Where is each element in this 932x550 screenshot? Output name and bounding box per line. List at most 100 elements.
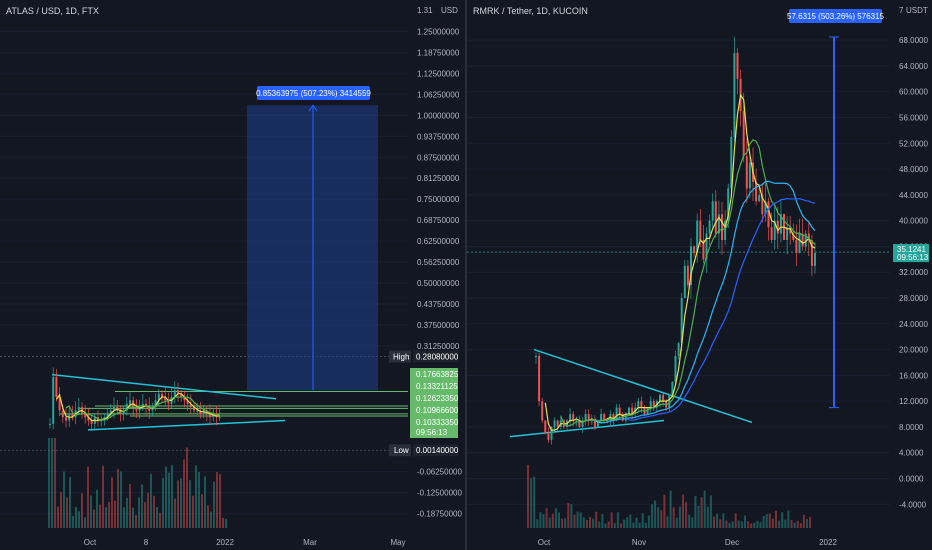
volume-bar bbox=[731, 521, 734, 528]
volume-bar bbox=[793, 522, 796, 528]
candle-body bbox=[193, 407, 195, 411]
volume-bar bbox=[198, 472, 200, 528]
right-chart-svg[interactable]: 57.6315 (503.26%) 576315 68.0000 64.0000 60… bbox=[467, 0, 932, 550]
candle-body bbox=[84, 413, 87, 418]
volume-bar bbox=[69, 477, 71, 528]
price-label: 0.10966600 bbox=[416, 406, 459, 415]
candle-body bbox=[615, 407, 618, 421]
price-label: 0.12623350 bbox=[416, 394, 459, 403]
volume-bar bbox=[694, 496, 697, 528]
left-chart-svg[interactable]: 0.85363975 (507.23%) 3414559 1.31 1.250000… bbox=[0, 0, 465, 550]
volume-bar bbox=[567, 502, 570, 528]
x-tick-label: Oct bbox=[538, 538, 551, 547]
volume-bar bbox=[564, 518, 567, 528]
volume-bar bbox=[90, 495, 92, 528]
volume-bar bbox=[620, 523, 622, 528]
volume-bar bbox=[725, 520, 728, 528]
candle-body bbox=[804, 233, 807, 247]
volume-bar bbox=[585, 520, 588, 528]
y-tick-label: 20.0000 bbox=[899, 346, 928, 355]
currency-label: USD bbox=[441, 6, 458, 15]
pane-divider[interactable] bbox=[465, 0, 467, 550]
candle-body bbox=[674, 356, 677, 382]
volume-bar bbox=[672, 507, 675, 528]
volume-bar bbox=[682, 494, 684, 528]
candle-body bbox=[727, 188, 730, 221]
candle-body bbox=[795, 239, 798, 253]
y-tick-label: 1.18750000 bbox=[417, 48, 460, 57]
y-tick-label: 4.0000 bbox=[899, 449, 924, 458]
candle-body bbox=[637, 401, 640, 408]
volume-bar bbox=[180, 478, 182, 528]
volume-bar bbox=[111, 477, 113, 528]
volume-bar bbox=[207, 505, 209, 528]
x-tick-label: May bbox=[390, 538, 405, 547]
volume-bar bbox=[102, 465, 104, 528]
volume-bar bbox=[144, 502, 146, 528]
y-tick-label: 24.0000 bbox=[899, 320, 928, 329]
volume-bar bbox=[734, 513, 737, 528]
y-tick-label: 1.12500000 bbox=[417, 69, 460, 78]
trendline-lower bbox=[87, 419, 286, 431]
candle-body bbox=[581, 420, 584, 427]
volume-bar bbox=[604, 523, 607, 528]
candle-body bbox=[71, 413, 74, 418]
candle-body bbox=[730, 136, 733, 189]
left-chart-pane[interactable]: ATLAS / USD, 1D, FTX 0.85363975 (507.23%… bbox=[0, 0, 465, 550]
trendline-down bbox=[533, 348, 753, 424]
volume-bar bbox=[669, 490, 672, 528]
volume-bar bbox=[219, 474, 221, 528]
candle-body bbox=[590, 420, 593, 422]
volume-bar bbox=[174, 498, 176, 528]
volume-bar bbox=[150, 473, 152, 528]
y-tick-label: 28.0000 bbox=[899, 294, 928, 303]
y-tick-label: 0.31250000 bbox=[417, 342, 460, 351]
volume-bar bbox=[685, 502, 688, 528]
candle-body bbox=[758, 194, 761, 202]
volume-bar bbox=[638, 522, 641, 528]
volume-bar bbox=[778, 520, 781, 528]
left-symbol-title[interactable]: ATLAS / USD, 1D, FTX bbox=[6, 6, 99, 16]
volume-bar bbox=[135, 515, 137, 528]
candle-body bbox=[584, 414, 587, 421]
volume-bar bbox=[141, 484, 143, 528]
candle-body bbox=[167, 400, 170, 404]
candle-body bbox=[733, 53, 736, 137]
candle-body bbox=[662, 394, 665, 402]
volume-bar bbox=[530, 478, 533, 528]
candle-body bbox=[196, 410, 199, 412]
candle-body bbox=[764, 201, 767, 215]
right-chart-pane[interactable]: RMRK / Tether, 1D, KUCOIN 57.6315 (503.2… bbox=[467, 0, 932, 550]
y-tick-label: 16.0000 bbox=[899, 371, 928, 380]
right-symbol-title[interactable]: RMRK / Tether, 1D, KUCOIN bbox=[473, 6, 588, 16]
volume-bar bbox=[573, 514, 576, 528]
price-label-bg bbox=[410, 368, 458, 380]
candle-body bbox=[547, 433, 550, 440]
volume-bar bbox=[709, 495, 712, 528]
volume-bar bbox=[156, 506, 158, 528]
y-tick-label: 1.06250000 bbox=[417, 90, 460, 99]
candle-body bbox=[154, 400, 157, 408]
volume-bar bbox=[63, 471, 65, 528]
candle-body bbox=[690, 246, 692, 286]
volume-bar bbox=[87, 466, 89, 528]
volume-bar bbox=[809, 516, 812, 528]
y-tick-label: 44.0000 bbox=[899, 191, 928, 200]
volume-bar bbox=[168, 472, 170, 528]
volume-bar bbox=[759, 522, 762, 528]
candle-body bbox=[714, 201, 717, 234]
low-tag-bg bbox=[389, 444, 411, 457]
volume-bar bbox=[96, 489, 98, 528]
volume-bar bbox=[740, 521, 743, 528]
volume-bar bbox=[678, 506, 681, 528]
candle-body bbox=[708, 220, 711, 234]
volume-bar bbox=[775, 510, 777, 528]
candle-body bbox=[810, 239, 813, 266]
volume-bar bbox=[147, 492, 149, 528]
candle-body bbox=[717, 214, 720, 234]
volume-bar bbox=[598, 521, 601, 528]
volume-bar bbox=[222, 517, 224, 528]
volume-bar bbox=[765, 514, 768, 528]
volume-bar bbox=[768, 513, 771, 528]
x-tick-label: Dec bbox=[725, 538, 739, 547]
